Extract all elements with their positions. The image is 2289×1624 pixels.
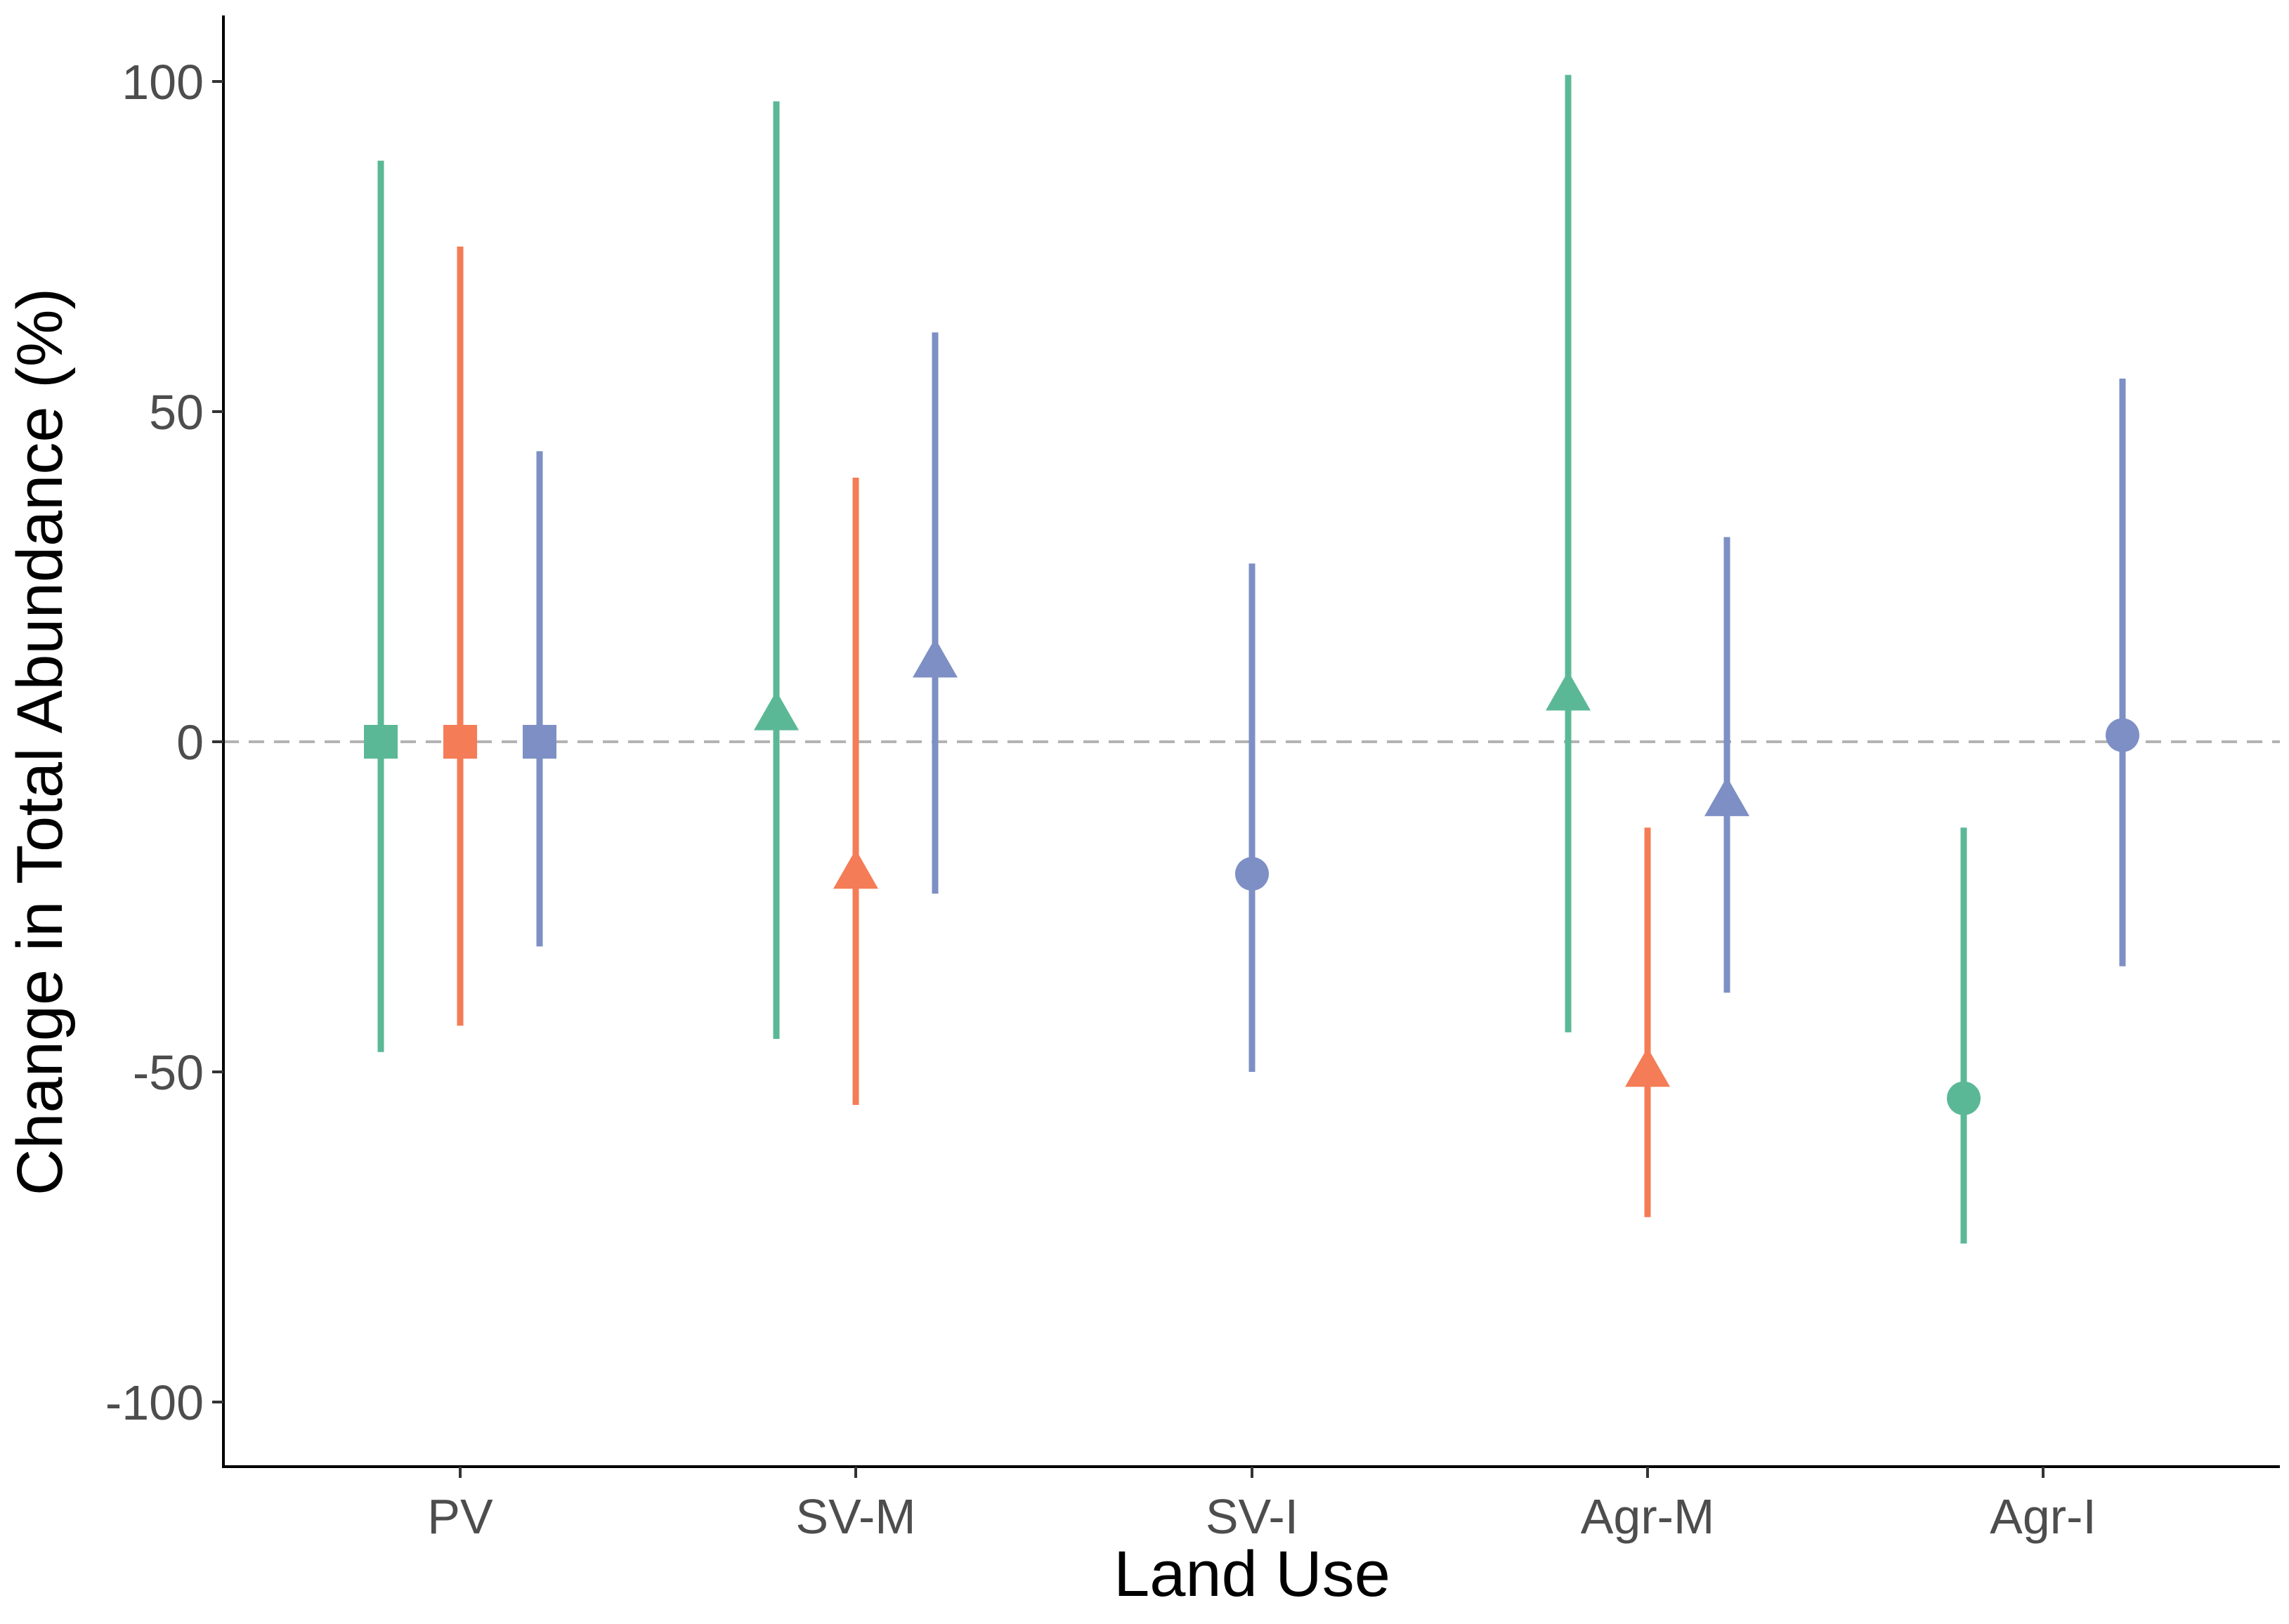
y-tick-label: 0 (176, 715, 204, 770)
data-point-SV-M-blue (913, 332, 958, 894)
y-tick-label: 100 (122, 55, 204, 110)
data-point-PV-green (364, 160, 398, 1052)
y-tick-label: -100 (105, 1375, 204, 1430)
data-point-PV-blue (523, 451, 556, 947)
y-tick-label: -50 (133, 1045, 204, 1100)
point-marker-triangle (754, 690, 799, 731)
y-axis-title: Change in Total Abundance (%) (4, 288, 76, 1196)
point-marker-circle (1947, 1081, 1981, 1115)
x-axis-title: Land Use (1114, 1538, 1390, 1610)
point-marker-triangle (833, 849, 878, 889)
point-marker-square (443, 725, 477, 759)
point-marker-circle (2106, 718, 2139, 752)
x-tick-label: PV (427, 1489, 493, 1544)
data-point-PV-orange (443, 247, 477, 1026)
point-marker-triangle (1704, 776, 1749, 816)
data-point-Agr-M-blue (1704, 537, 1749, 993)
point-marker-circle (1235, 857, 1269, 891)
point-marker-triangle (1625, 1047, 1670, 1087)
data-point-Agr-M-orange (1625, 827, 1670, 1217)
y-tick-label: 50 (149, 385, 204, 440)
point-marker-square (364, 725, 398, 759)
data-point-Agr-M-green (1546, 74, 1591, 1033)
data-point-Agr-I-green (1947, 827, 1981, 1244)
point-marker-triangle (913, 638, 958, 678)
x-tick-label: SV-M (795, 1489, 915, 1544)
data-point-SV-M-green (754, 101, 799, 1039)
data-point-SV-I-blue (1235, 563, 1269, 1072)
plot-area (223, 74, 2280, 1244)
x-tick-label: Agr-I (1990, 1489, 2096, 1544)
point-marker-triangle (1546, 671, 1591, 711)
data-point-Agr-I-blue (2106, 379, 2139, 967)
x-tick-label: Agr-M (1581, 1489, 1715, 1544)
data-point-SV-M-orange (833, 478, 878, 1105)
axes: 100 50 0 -50 -100 PV SV-M SV-I Agr-M Agr-I (105, 15, 2280, 1544)
x-tick-label: SV-I (1206, 1489, 1298, 1544)
point-marker-square (523, 725, 556, 759)
